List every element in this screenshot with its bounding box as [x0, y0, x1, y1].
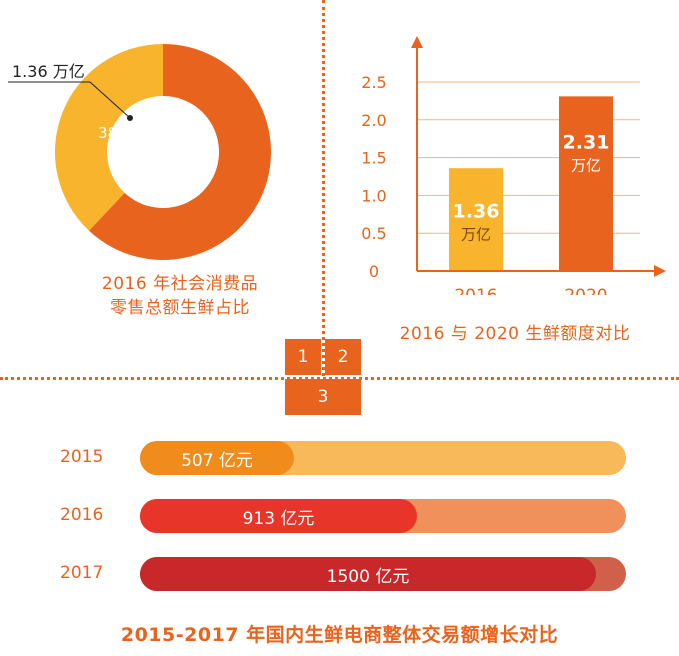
y-tick-label: 0 [369, 262, 379, 281]
panel-index-grid: 1 2 3 [285, 339, 361, 415]
donut-slice-1 [55, 44, 164, 231]
bar-fill-2016: 913 亿元 [140, 499, 417, 533]
vertical-divider [322, 0, 325, 382]
donut-caption-line2: 零售总额生鲜占比 [110, 298, 250, 318]
bar-unit-label: 万亿 [571, 156, 601, 174]
x-tick-label: 2016 [454, 286, 497, 295]
bar-value-label: 1.36 [453, 201, 500, 223]
vertical-bar-chart: 0 0.5 1.0 1.5 2.0 2.5 2016 2020 1.36 万亿 2.31 万亿 [361, 36, 666, 295]
panel-index-2: 2 [325, 339, 361, 375]
donut-slice-2 [89, 44, 272, 260]
bar-year-label: 2016 [60, 505, 104, 525]
y-tick-label: 1.5 [361, 149, 386, 168]
bar-2016 [449, 168, 503, 271]
bar-fill-2015: 507 亿元 [140, 441, 294, 475]
bar-value-label: 2.31 [563, 131, 610, 153]
donut-caption-line1: 2016 年社会消费品 [101, 274, 259, 294]
y-tick-label: 2.5 [361, 73, 386, 92]
bar-year-label: 2015 [60, 447, 104, 467]
y-tick-label: 0.5 [361, 224, 386, 243]
y-tick-label: 1.0 [361, 186, 386, 205]
donut-percent-label: 38% [98, 124, 132, 142]
x-tick-label: 2020 [564, 286, 607, 295]
panel-index-3: 3 [285, 379, 361, 415]
bottom-chart-title: 2015-2017 年国内生鲜电商整体交易额增长对比 [120, 624, 559, 646]
y-tick-label: 2.0 [361, 111, 386, 130]
bar-chart-title: 2016 与 2020 生鲜额度对比 [399, 324, 631, 344]
bar-2020 [559, 96, 613, 271]
bar-year-label: 2017 [60, 563, 104, 583]
bar-fill-2017: 1500 亿元 [140, 557, 596, 591]
donut-chart [8, 44, 272, 260]
panel-index-1: 1 [285, 339, 321, 375]
donut-leader-dot [127, 115, 133, 121]
horizontal-divider [0, 377, 679, 380]
x-axis-arrow [654, 265, 666, 277]
donut-caption: 2016 年社会消费品 零售总额生鲜占比 [60, 272, 300, 320]
y-axis-arrow [411, 36, 423, 48]
donut-leader-line [89, 81, 131, 119]
bar-unit-label: 万亿 [461, 226, 491, 244]
donut-slice-label: 1.36 万亿 [12, 62, 85, 81]
